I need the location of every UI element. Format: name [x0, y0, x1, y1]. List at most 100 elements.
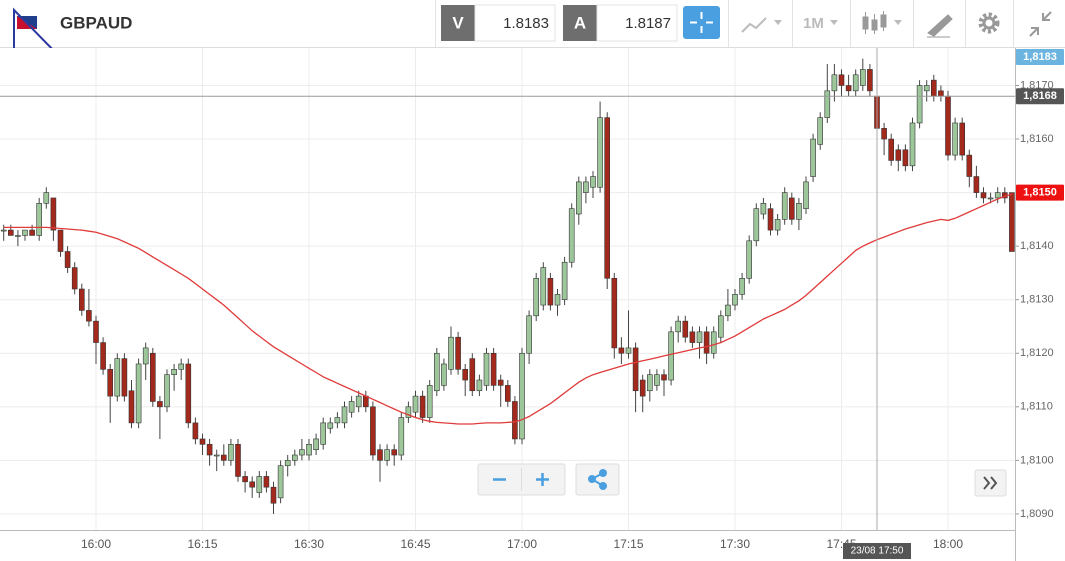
share-box [575, 463, 620, 496]
indicator-icon[interactable] [741, 17, 767, 33]
crosshair-button[interactable] [683, 6, 720, 39]
share-button[interactable] [588, 469, 607, 490]
y-tick-label: 1,8100 [1020, 454, 1054, 466]
candle-body [575, 181, 582, 215]
candle-body [412, 395, 419, 413]
scroll-right-button[interactable] [983, 476, 998, 490]
candle-body [263, 476, 270, 488]
bid-box[interactable] [474, 4, 556, 42]
candle-body [767, 208, 774, 231]
candle-body [533, 277, 540, 317]
candle-body [583, 181, 589, 193]
y-tick-label: 1,8110 [1020, 401, 1053, 413]
candle-body [561, 261, 568, 301]
candle-body [661, 374, 667, 381]
candle-body [717, 315, 724, 338]
candle-body [611, 277, 618, 349]
ask-box[interactable] [596, 4, 678, 42]
candle-body [362, 395, 369, 408]
zoom-in-button[interactable] [536, 473, 549, 486]
candle-body [43, 192, 50, 204]
candle-body [895, 149, 902, 161]
time-tag-label: 23/08 17:50 [851, 546, 904, 557]
candle-body [760, 203, 767, 215]
candle-body [710, 331, 717, 354]
candle-body [554, 294, 561, 306]
ask-label: A [574, 13, 586, 32]
candle-body [107, 369, 113, 397]
candle-body [426, 385, 433, 418]
collapse-icon[interactable] [1029, 11, 1052, 37]
candle-body [299, 449, 305, 456]
y-tick-label: 1,8140 [1020, 240, 1054, 252]
zoom-controls [477, 463, 1007, 497]
candle-body [497, 379, 504, 386]
x-tick-label: 17:00 [507, 537, 537, 551]
candle-body [654, 374, 660, 386]
candle-body [568, 208, 575, 263]
candle-body [1009, 192, 1015, 252]
candle-body [519, 352, 525, 440]
candle-body [462, 369, 469, 381]
candle-body [291, 454, 298, 461]
candle-body [476, 379, 483, 392]
dropdown-arrow [894, 20, 902, 25]
candle-body [71, 267, 78, 290]
candle-body [341, 406, 348, 424]
price-tag [1016, 88, 1064, 105]
candle-body [36, 203, 43, 236]
candle-body [930, 79, 937, 97]
candle-body [753, 208, 760, 242]
candle-body [852, 74, 859, 92]
candle-body [703, 331, 710, 354]
candle-body [803, 181, 809, 209]
bid-badge[interactable] [441, 5, 475, 41]
candle-body [334, 417, 341, 424]
timeframe[interactable]: 1M [803, 15, 824, 32]
symbol[interactable]: GBPAUD [60, 13, 132, 32]
moving-average-line [3, 193, 1013, 425]
candle-body [79, 288, 85, 311]
x-tick-label: 17:30 [720, 537, 750, 551]
candle-body [121, 358, 128, 397]
candle-body [256, 476, 263, 493]
ask-badge[interactable] [563, 5, 597, 41]
draw-icon[interactable] [927, 14, 953, 38]
candle-body [817, 117, 824, 145]
candle-body [888, 138, 895, 161]
candle-body [277, 465, 284, 499]
candle-body [64, 251, 71, 268]
candle-body [157, 401, 163, 408]
candle-body [164, 374, 170, 408]
candle-body [114, 358, 121, 397]
candle-body [15, 235, 21, 237]
candle-body [284, 460, 291, 467]
candle-body [171, 369, 177, 375]
x-tick-label: 17:15 [613, 537, 643, 551]
candle-body [788, 197, 795, 220]
candle-body [859, 69, 866, 86]
settings-icon[interactable] [978, 12, 1000, 34]
x-tick-label: 16:45 [400, 537, 430, 551]
candle-body [732, 294, 738, 306]
candle-body [916, 85, 923, 124]
y-tick-label: 1,8160 [1020, 133, 1054, 145]
candle-body [696, 331, 703, 343]
candle-body [483, 352, 490, 386]
candle-body [526, 315, 532, 354]
candle-body [313, 438, 319, 450]
chart-type-icon[interactable] [862, 11, 887, 34]
candle-body [327, 422, 334, 429]
candle-body [973, 176, 980, 193]
candle-body [945, 95, 951, 156]
candle-body [881, 128, 887, 140]
candle-body [639, 379, 646, 397]
candle-body [646, 374, 653, 392]
candle-body [504, 385, 511, 402]
candle-body [192, 422, 199, 440]
candle-body [604, 117, 611, 279]
candle-body [675, 320, 682, 333]
candle-body [398, 417, 405, 456]
candle-body [966, 154, 973, 177]
candle-body [547, 277, 554, 306]
